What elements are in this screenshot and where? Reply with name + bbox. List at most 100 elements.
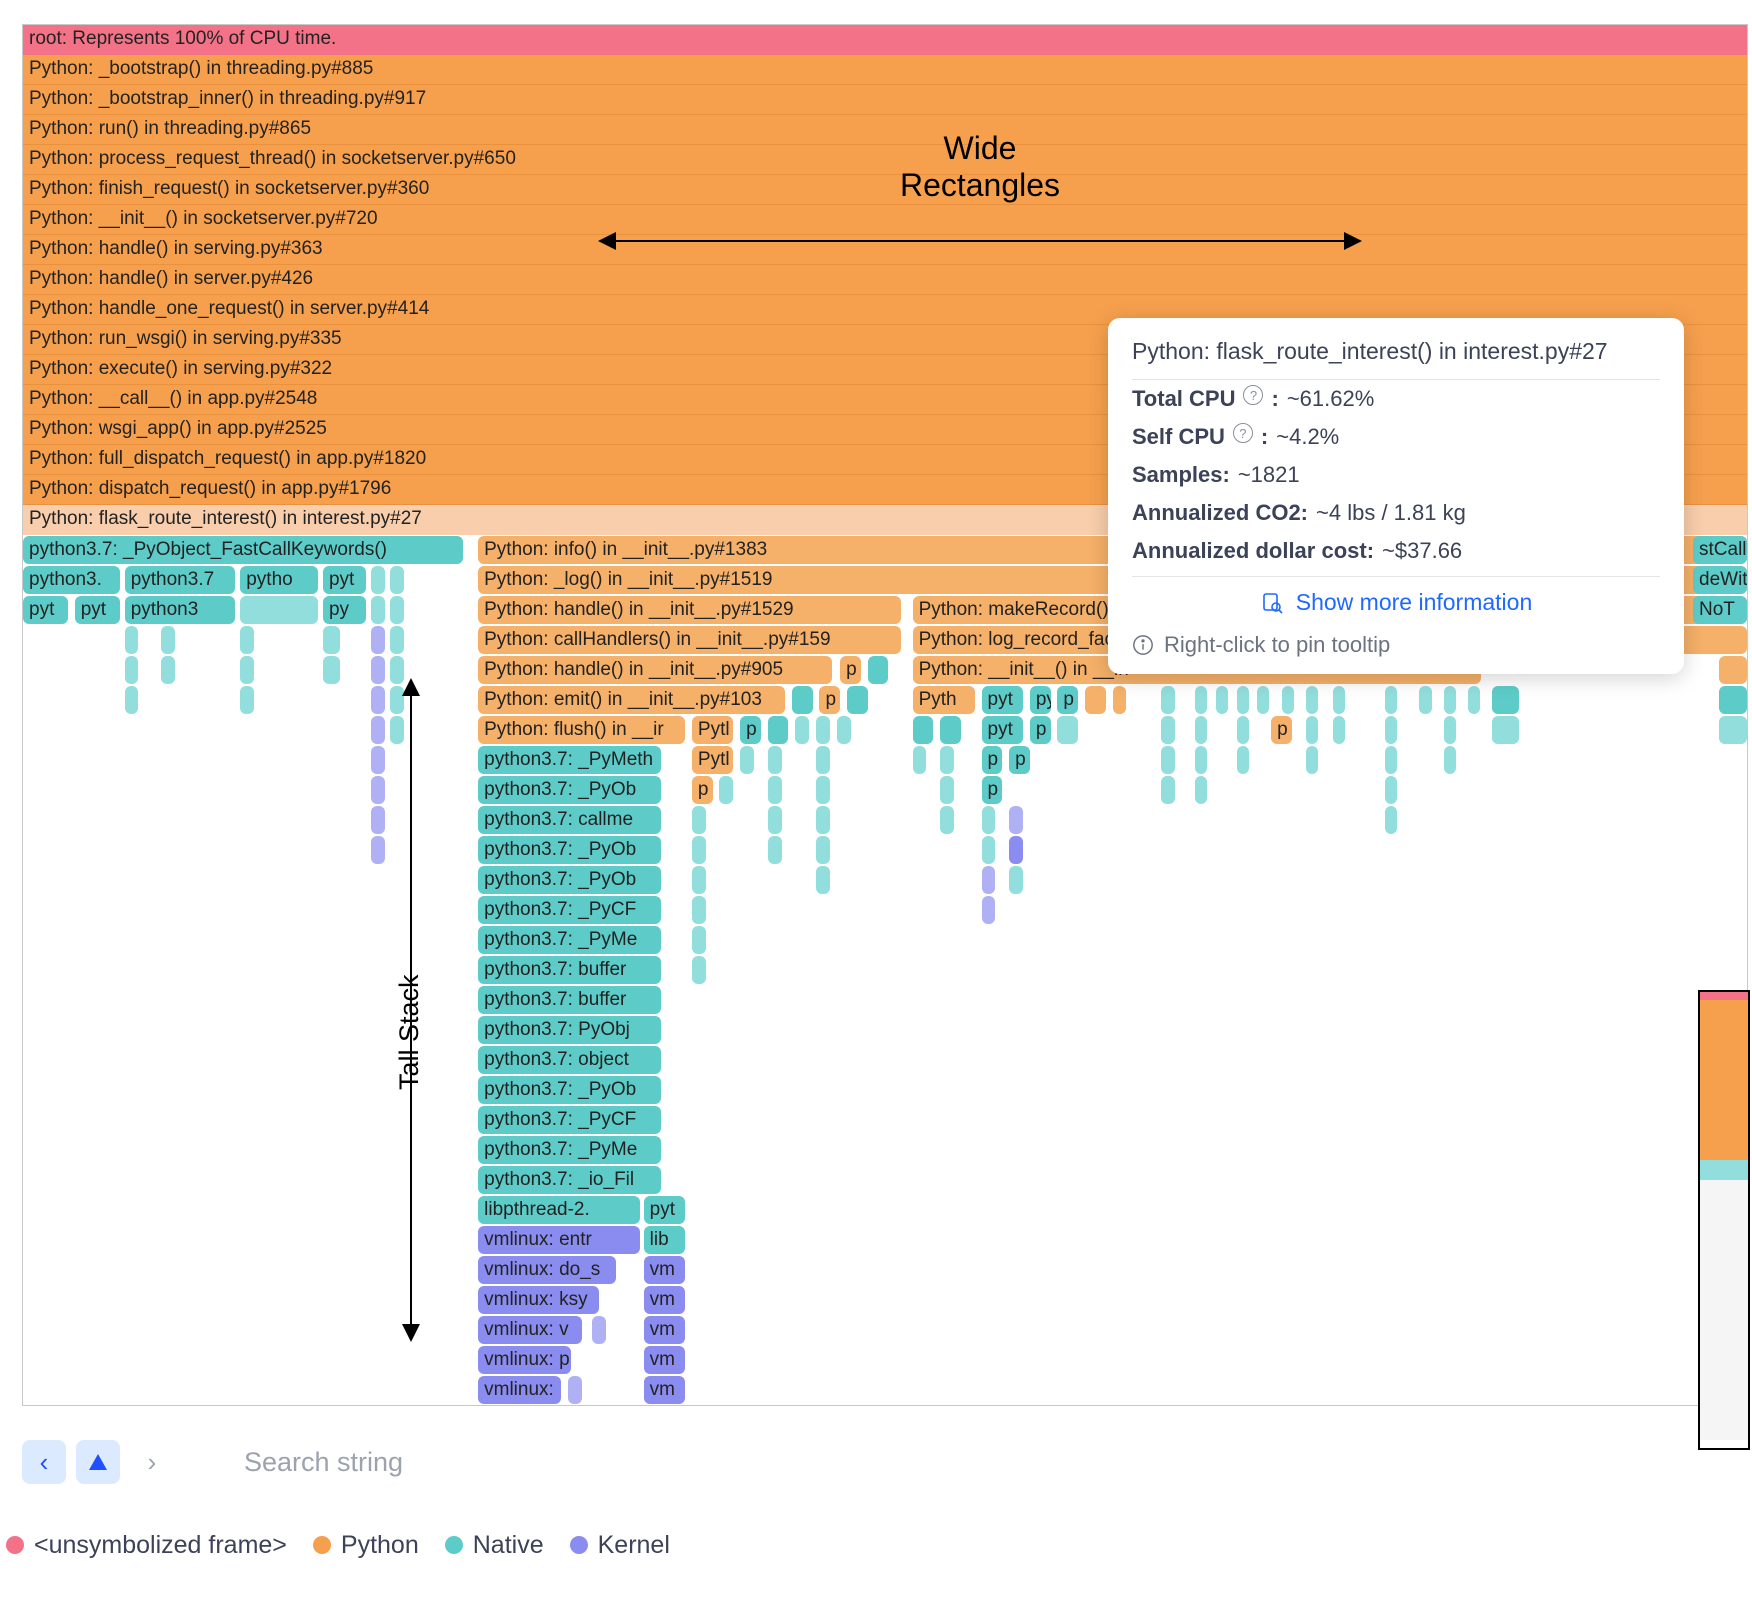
- frame[interactable]: [940, 716, 961, 744]
- frame[interactable]: pyt: [75, 596, 120, 624]
- frame[interactable]: [371, 746, 385, 774]
- frame[interactable]: [1444, 746, 1456, 774]
- frame-fullwidth[interactable]: Python: process_request_thread() in sock…: [23, 145, 1747, 175]
- frame[interactable]: [1195, 716, 1207, 744]
- frame[interactable]: p: [1057, 686, 1078, 714]
- frame[interactable]: [371, 716, 385, 744]
- frame[interactable]: [1257, 686, 1269, 714]
- frame[interactable]: python3.7: object: [478, 1046, 661, 1074]
- frame[interactable]: [1161, 776, 1175, 804]
- frame[interactable]: [1195, 776, 1207, 804]
- frame[interactable]: [161, 626, 175, 654]
- frame[interactable]: [371, 566, 385, 594]
- frame[interactable]: [940, 806, 954, 834]
- frame[interactable]: py: [323, 596, 366, 624]
- frame[interactable]: p: [819, 686, 840, 714]
- frame[interactable]: [568, 1376, 582, 1404]
- frame[interactable]: p: [1271, 716, 1292, 744]
- frame[interactable]: vm: [644, 1286, 685, 1314]
- frame-fullwidth[interactable]: Python: run() in threading.py#865: [23, 115, 1747, 145]
- nav-back-button[interactable]: ‹: [22, 1440, 66, 1484]
- frame[interactable]: python3.7: _PyOb: [478, 836, 661, 864]
- frame[interactable]: [768, 716, 789, 744]
- frame[interactable]: pyt: [323, 566, 366, 594]
- frame-fullwidth[interactable]: Python: finish_request() in socketserver…: [23, 175, 1747, 205]
- frame[interactable]: [740, 746, 754, 774]
- frame[interactable]: [1444, 716, 1456, 744]
- frame[interactable]: [1306, 716, 1318, 744]
- frame[interactable]: vmlinux: entr: [478, 1226, 640, 1254]
- frame[interactable]: p: [982, 746, 1003, 774]
- frame-fullwidth[interactable]: Python: handle() in server.py#426: [23, 265, 1747, 295]
- frame[interactable]: pyt: [23, 596, 68, 624]
- frame[interactable]: [1492, 716, 1520, 744]
- frame[interactable]: [816, 866, 830, 894]
- frame[interactable]: libpthread-2.: [478, 1196, 640, 1224]
- frame[interactable]: [371, 836, 385, 864]
- frame-fullwidth[interactable]: root: Represents 100% of CPU time.: [23, 25, 1747, 55]
- frame[interactable]: [816, 806, 830, 834]
- frame[interactable]: [1719, 656, 1747, 684]
- frame[interactable]: vmlinux:: [478, 1376, 561, 1404]
- tooltip-show-more-link[interactable]: Show more information: [1132, 576, 1660, 626]
- frame[interactable]: pytho: [240, 566, 318, 594]
- frame[interactable]: [161, 656, 175, 684]
- frame[interactable]: python3.7: PyObj: [478, 1016, 661, 1044]
- frame[interactable]: [692, 806, 706, 834]
- frame[interactable]: [371, 776, 385, 804]
- help-icon[interactable]: ?: [1243, 385, 1263, 405]
- frame[interactable]: python3.7: _io_Fil: [478, 1166, 661, 1194]
- frame[interactable]: [692, 866, 706, 894]
- help-icon[interactable]: ?: [1233, 423, 1253, 443]
- frame[interactable]: vmlinux: v: [478, 1316, 581, 1344]
- frame[interactable]: python3.7: _PyOb: [478, 1076, 661, 1104]
- frame[interactable]: [982, 806, 996, 834]
- frame[interactable]: python3.7: _PyOb: [478, 776, 661, 804]
- frame[interactable]: [371, 686, 385, 714]
- frame[interactable]: [371, 806, 385, 834]
- frame-fullwidth[interactable]: Python: _bootstrap() in threading.py#885: [23, 55, 1747, 85]
- frame[interactable]: [125, 626, 139, 654]
- frame[interactable]: [1468, 686, 1480, 714]
- frame[interactable]: [240, 686, 254, 714]
- frame[interactable]: [1085, 686, 1106, 714]
- frame[interactable]: [768, 836, 782, 864]
- frame[interactable]: [913, 716, 934, 744]
- frame[interactable]: [1444, 686, 1456, 714]
- frame[interactable]: [240, 626, 254, 654]
- frame[interactable]: [792, 686, 813, 714]
- frame[interactable]: [1719, 686, 1747, 714]
- frame[interactable]: p: [692, 776, 713, 804]
- frame[interactable]: vm: [644, 1376, 685, 1404]
- frame[interactable]: [323, 626, 340, 654]
- frame[interactable]: [913, 746, 927, 774]
- frame[interactable]: [1419, 686, 1431, 714]
- frame[interactable]: [1057, 716, 1078, 744]
- frame[interactable]: [1009, 806, 1023, 834]
- frame[interactable]: [1113, 686, 1127, 714]
- frame[interactable]: [1161, 716, 1175, 744]
- frame[interactable]: pyt: [644, 1196, 685, 1224]
- frame[interactable]: [1161, 746, 1175, 774]
- frame[interactable]: [1306, 746, 1318, 774]
- frame[interactable]: [125, 686, 139, 714]
- frame[interactable]: pyt: [982, 686, 1023, 714]
- frame[interactable]: python3.7: buffer: [478, 956, 661, 984]
- frame[interactable]: [940, 776, 954, 804]
- frame[interactable]: [371, 596, 385, 624]
- frame[interactable]: [692, 956, 706, 984]
- frame-fullwidth[interactable]: Python: _bootstrap_inner() in threading.…: [23, 85, 1747, 115]
- frame[interactable]: lib: [644, 1226, 685, 1254]
- frame[interactable]: [240, 596, 318, 624]
- frame[interactable]: [390, 626, 404, 654]
- frame[interactable]: p: [982, 776, 1003, 804]
- frame[interactable]: [1385, 776, 1397, 804]
- frame[interactable]: vmlinux: do_s: [478, 1256, 616, 1284]
- frame[interactable]: python3.7: callme: [478, 806, 661, 834]
- frame[interactable]: [1195, 746, 1207, 774]
- frame[interactable]: py: [1030, 686, 1051, 714]
- frame[interactable]: [816, 836, 830, 864]
- frame[interactable]: [837, 716, 851, 744]
- frame[interactable]: p: [840, 656, 861, 684]
- frame[interactable]: [1237, 686, 1249, 714]
